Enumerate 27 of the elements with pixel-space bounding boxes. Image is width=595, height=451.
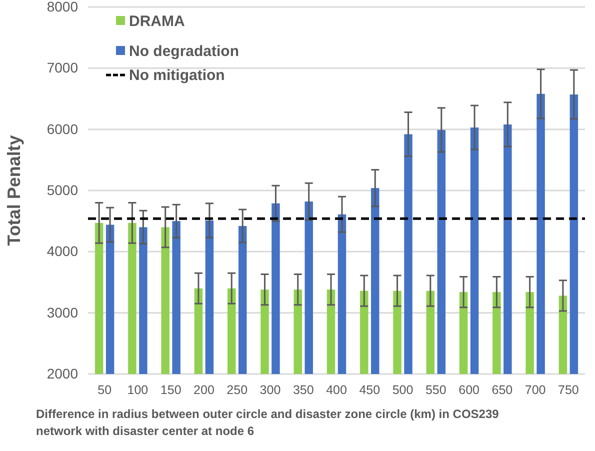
x-tick-label: 50 (98, 382, 112, 397)
y-tick-label: 8000 (46, 0, 78, 14)
legend-label: No mitigation (129, 67, 225, 84)
x-tick-label: 350 (292, 382, 314, 397)
y-axis-title: Total Penalty (4, 135, 24, 246)
x-tick-label: 550 (425, 382, 446, 397)
y-tick-label: 6000 (46, 120, 78, 137)
legend-label: DRAMA (129, 13, 185, 30)
x-tick-label: 150 (160, 382, 182, 397)
x-tick-label: 100 (127, 382, 148, 397)
x-axis-title: Difference in radius between outer circle and disaster zone circle (km) in COS239 network with disaster center at node 6 (36, 407, 500, 438)
x-tick-label: 450 (359, 382, 380, 397)
x-tick-label: 200 (194, 382, 214, 397)
x-tick-label: 500 (392, 382, 414, 397)
y-tick-label: 2000 (46, 365, 78, 382)
y-tick-label: 3000 (46, 304, 78, 320)
x-tick-label: 700 (524, 382, 546, 397)
x-tick-label: 400 (326, 382, 347, 397)
y-tick-label: 5000 (46, 182, 78, 198)
x-tick-label: 300 (260, 382, 281, 397)
x-tick-label: 750 (558, 382, 579, 397)
legend-label: No degradation (129, 43, 240, 60)
x-tick-label: 600 (458, 382, 480, 397)
y-tick-label: 4000 (46, 243, 78, 260)
x-tick-label: 650 (492, 382, 513, 397)
y-tick-label: 7000 (46, 60, 78, 76)
x-tick-label: 250 (226, 382, 248, 397)
